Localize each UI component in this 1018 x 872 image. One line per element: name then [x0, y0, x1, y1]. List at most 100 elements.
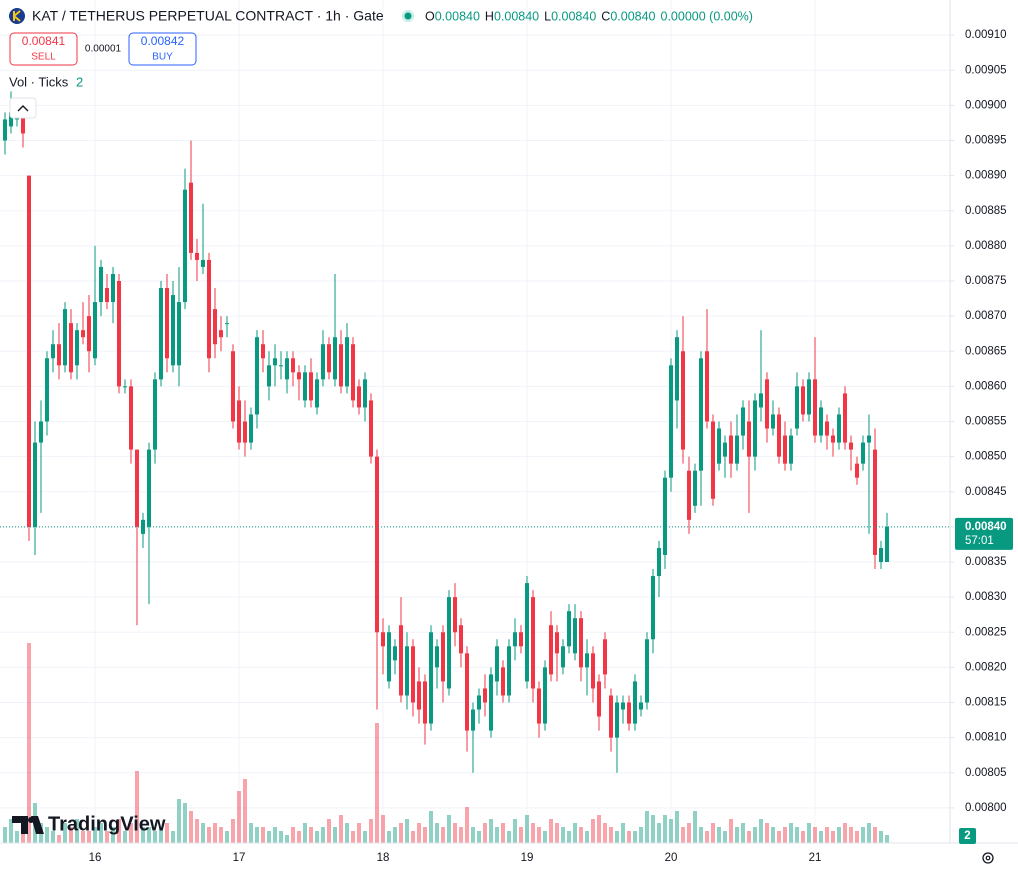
candle-body	[117, 281, 121, 387]
volume-bar	[591, 819, 595, 843]
volume-bar	[657, 823, 661, 843]
candle-body	[795, 386, 799, 429]
volume-bar	[537, 827, 541, 843]
volume-bar	[501, 823, 505, 843]
volume-bar	[321, 827, 325, 843]
candle-body	[561, 646, 565, 668]
volume-bar	[249, 823, 253, 843]
volume-bar	[15, 831, 19, 843]
candle-body	[177, 302, 181, 366]
candle-body	[777, 414, 781, 457]
market-status-dot[interactable]	[404, 12, 412, 20]
volume-bar	[507, 831, 511, 843]
candle-body	[93, 302, 97, 359]
volume-bar	[165, 823, 169, 843]
volume-bar	[531, 823, 535, 843]
volume-bar	[201, 823, 205, 843]
candle-body	[543, 667, 547, 724]
volume-bar	[291, 827, 295, 843]
candle-body	[585, 653, 589, 668]
collapse-button[interactable]	[9, 97, 37, 119]
x-tick-label: 17	[233, 852, 246, 864]
volume-bar	[759, 819, 763, 843]
chart-title[interactable]: KAT / TETHERUS PERPETUAL CONTRACT · 1h ·…	[32, 8, 384, 24]
volume-bar	[363, 831, 367, 843]
volume-bar	[375, 723, 379, 843]
candle-body	[831, 435, 835, 443]
candle-body	[273, 358, 277, 366]
y-tick-label: 0.00860	[965, 380, 1007, 392]
y-tick-label: 0.00880	[965, 240, 1007, 252]
volume-bar	[753, 827, 757, 843]
buy-button[interactable]	[128, 32, 197, 66]
candle-body	[21, 105, 25, 134]
ohlc-readout: O 0.00840 H 0.00840 L 0.00840 C 0.00840 0.00000 …	[425, 9, 753, 23]
candle-body	[453, 597, 457, 633]
y-tick-label: 0.00805	[965, 767, 1007, 779]
candle-body	[861, 442, 865, 464]
volume-bar	[783, 827, 787, 843]
candle-body	[141, 519, 145, 534]
volume-layer	[3, 643, 889, 843]
last-price-label: 0.00840	[965, 521, 1007, 533]
volume-bar	[135, 771, 139, 843]
volume-bar	[777, 831, 781, 843]
candle-body	[855, 463, 859, 478]
candle-body	[357, 386, 361, 408]
candle-body	[279, 365, 283, 367]
volume-bar	[9, 819, 13, 843]
volume-bar	[627, 831, 631, 843]
candle-body	[705, 351, 709, 422]
candle-body	[639, 702, 643, 710]
volume-bar	[57, 835, 61, 843]
volume-bar	[105, 831, 109, 843]
candle-body	[723, 442, 727, 457]
candle-body	[717, 428, 721, 464]
volume-bar	[795, 827, 799, 843]
candle-body	[819, 407, 823, 436]
volume-bar	[159, 827, 163, 843]
watermark: TradingView	[48, 813, 166, 835]
volume-bar	[195, 819, 199, 843]
volume-bar	[327, 819, 331, 843]
volume-bar	[681, 827, 685, 843]
candle-body	[111, 273, 115, 303]
candle-body	[387, 632, 391, 682]
volume-bar	[333, 827, 337, 843]
candle-body	[153, 379, 157, 450]
candle-body	[807, 379, 811, 415]
volume-bar	[219, 827, 223, 843]
candle-body	[309, 372, 313, 401]
candle-body	[129, 386, 133, 450]
sell-button[interactable]	[9, 32, 78, 66]
volume-bar	[807, 823, 811, 843]
readout-value: 0.00840	[435, 9, 480, 23]
volume-bar	[603, 823, 607, 843]
settings-icon[interactable]	[982, 852, 994, 864]
volume-bar	[633, 831, 637, 843]
candle-body	[765, 379, 769, 429]
volume-bar	[45, 827, 49, 843]
volume-bar	[213, 823, 217, 843]
candle-body	[837, 414, 841, 443]
volume-bar	[735, 827, 739, 843]
volume-bar	[675, 811, 679, 843]
volume-legend-label[interactable]: Vol · Ticks	[9, 74, 69, 89]
candle-body	[609, 695, 613, 738]
candle-body	[267, 365, 271, 387]
volume-bar	[861, 827, 865, 843]
volume-bar	[771, 827, 775, 843]
y-tick-label: 0.00800	[965, 802, 1007, 814]
candle-body	[477, 695, 481, 710]
buy-price: 0.00842	[141, 34, 185, 48]
y-tick-label: 0.00905	[965, 64, 1007, 76]
candle-body	[219, 330, 223, 338]
volume-badge-label: 2	[964, 830, 970, 842]
candle-body	[537, 688, 541, 724]
y-tick-label: 0.00815	[965, 697, 1007, 709]
volume-bar	[855, 831, 859, 843]
volume-bar	[747, 831, 751, 843]
volume-bar	[513, 819, 517, 843]
candle-body	[843, 393, 847, 443]
candle-body	[825, 421, 829, 436]
